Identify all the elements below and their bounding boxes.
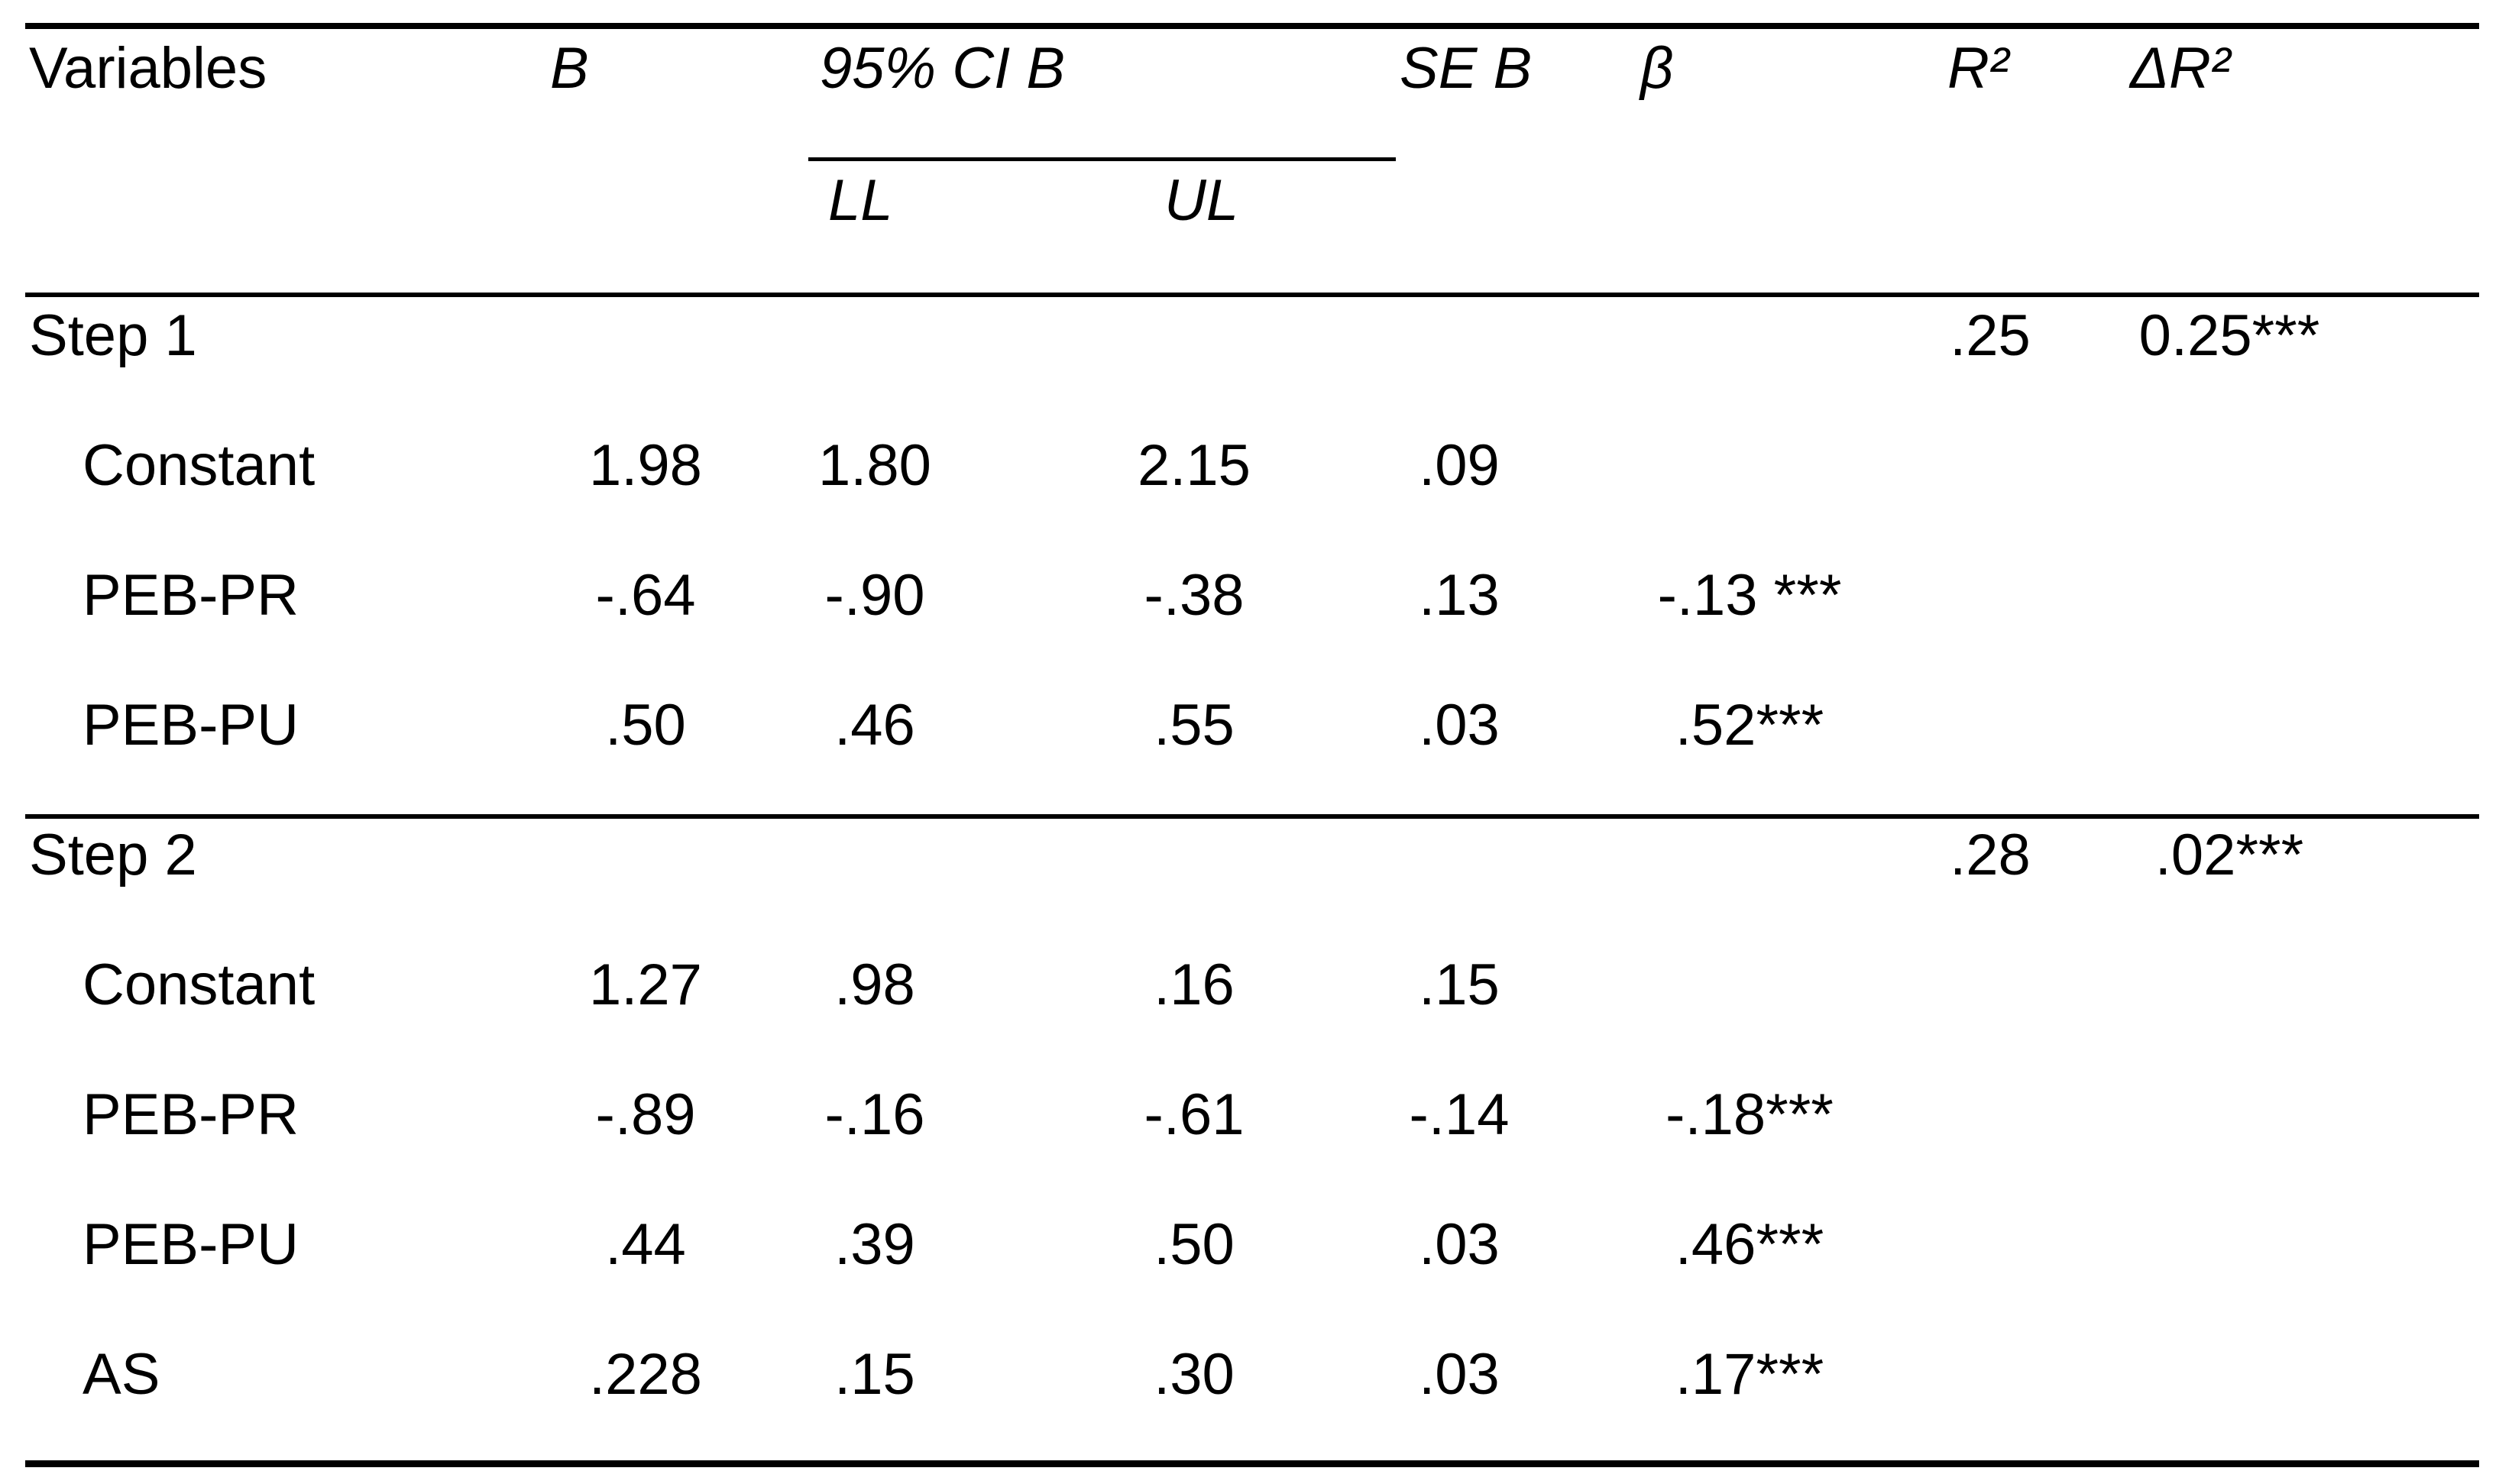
row-label: AS [83, 1342, 160, 1407]
row-label: PEB-PR [83, 1082, 299, 1147]
header-delta-r-squared: ΔR² [2130, 36, 2231, 101]
row-label: PEB-PU [83, 1212, 299, 1277]
cell-ul: -.38 [1144, 563, 1245, 628]
header-95ci-b: 95% CI B [820, 36, 1066, 101]
cell-se-b: .03 [1419, 1212, 1500, 1277]
table-bottom-border [25, 1460, 2479, 1467]
cell-r2: .28 [1950, 823, 2031, 887]
cell-ul: .16 [1154, 952, 1235, 1017]
header-beta: β [1640, 36, 1674, 101]
cell-delta-r2: .02*** [2154, 823, 2304, 887]
cell-beta: .17*** [1675, 1342, 1824, 1407]
cell-ul: .50 [1154, 1212, 1235, 1277]
cell-beta: .52*** [1675, 693, 1824, 758]
cell-b: 1.27 [589, 952, 702, 1017]
cell-beta: -.18*** [1665, 1082, 1834, 1147]
cell-se-b: .03 [1419, 1342, 1500, 1407]
row-label: PEB-PR [83, 563, 299, 628]
header-ll: LL [828, 168, 893, 233]
table-row-peb-pr: PEB-PR -.64 -.90 -.38 .13 -.13 *** [25, 561, 2479, 691]
cell-ll: .39 [834, 1212, 915, 1277]
cell-se-b: .03 [1419, 693, 1500, 758]
cell-ll: .46 [834, 693, 915, 758]
row-label: Constant [83, 952, 316, 1017]
cell-b: .50 [605, 693, 686, 758]
table-top-border [25, 23, 2479, 29]
cell-se-b: .15 [1419, 952, 1500, 1017]
header-bottom-border [25, 293, 2479, 297]
header-r-squared: R² [1947, 36, 2009, 101]
cell-delta-r2: 0.25*** [2138, 303, 2320, 368]
cell-ll: .15 [834, 1342, 915, 1407]
cell-ll: 1.80 [818, 433, 931, 498]
cell-b: .228 [589, 1342, 702, 1407]
table-row-constant: Constant 1.98 1.80 2.15 .09 [25, 432, 2479, 561]
cell-ll: -.90 [824, 563, 925, 628]
cell-se-b: -.14 [1409, 1082, 1510, 1147]
table-row-peb-pu: PEB-PU .44 .39 .50 .03 .46*** [25, 1211, 2479, 1340]
cell-se-b: .13 [1419, 563, 1500, 628]
header-variables: Variables [29, 36, 267, 101]
cell-b: -.89 [595, 1082, 696, 1147]
header-se-b: SE B [1400, 36, 1533, 101]
cell-r2: .25 [1950, 303, 2031, 368]
cell-ul: .30 [1154, 1342, 1235, 1407]
cell-ll: -.16 [824, 1082, 925, 1147]
header-ul: UL [1164, 168, 1239, 233]
cell-ll: .98 [834, 952, 915, 1017]
cell-beta: .46*** [1675, 1212, 1824, 1277]
cell-beta: -.13 *** [1657, 563, 1842, 628]
table-row-peb-pu: PEB-PU .50 .46 .55 .03 .52*** [25, 691, 2479, 821]
table-row-as: AS .228 .15 .30 .03 .17*** [25, 1340, 2479, 1470]
table-row-step1: Step 1 .25 0.25*** [25, 302, 2479, 432]
header-b: B [550, 36, 589, 101]
row-label: Constant [83, 433, 316, 498]
row-label: Step 1 [29, 303, 197, 368]
ci-spanner-rule [808, 157, 1396, 161]
cell-b: -.64 [595, 563, 696, 628]
cell-b: 1.98 [589, 433, 702, 498]
cell-ul: -.61 [1144, 1082, 1245, 1147]
table-row-constant: Constant 1.27 .98 .16 .15 [25, 951, 2479, 1081]
cell-se-b: .09 [1419, 433, 1500, 498]
cell-b: .44 [605, 1212, 686, 1277]
row-label: PEB-PU [83, 693, 299, 758]
table-row-peb-pr: PEB-PR -.89 -.16 -.61 -.14 -.18*** [25, 1081, 2479, 1211]
row-label: Step 2 [29, 823, 197, 887]
cell-ul: .55 [1154, 693, 1235, 758]
table-row-step2: Step 2 .28 .02*** [25, 821, 2479, 951]
cell-ul: 2.15 [1138, 433, 1251, 498]
step2-divider-rule [25, 814, 2479, 819]
